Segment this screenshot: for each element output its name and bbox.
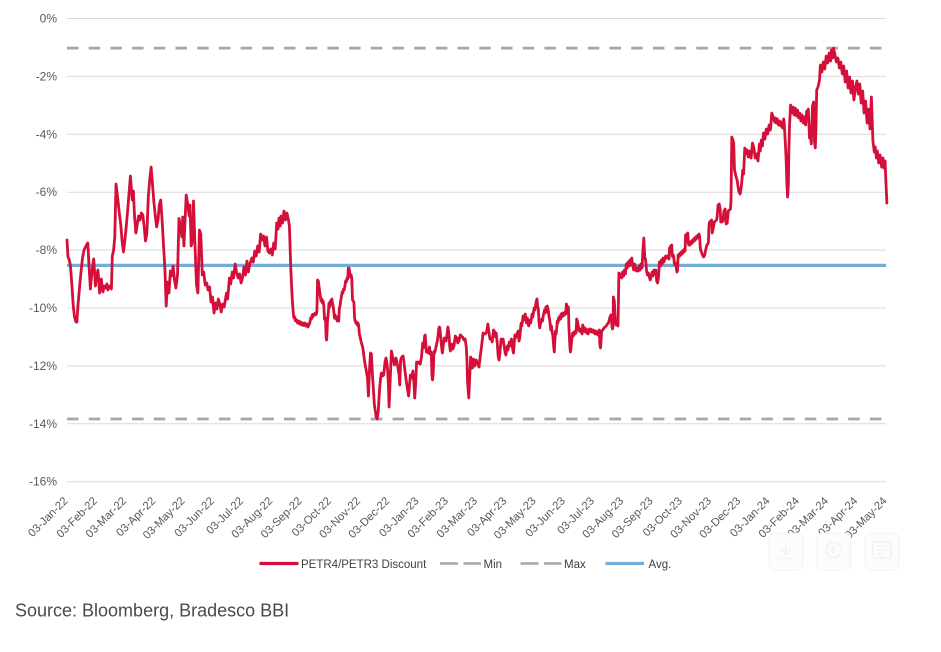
svg-text:-16%: -16% bbox=[29, 475, 57, 489]
svg-text:0%: 0% bbox=[40, 12, 58, 26]
svg-text:Max: Max bbox=[564, 559, 586, 571]
svg-text:-12%: -12% bbox=[29, 359, 57, 373]
svg-text:Source: Bloomberg, Bradesco BB: Source: Bloomberg, Bradesco BBI bbox=[15, 601, 289, 621]
svg-text:PETR4/PETR3 Discount: PETR4/PETR3 Discount bbox=[301, 559, 427, 571]
svg-text:-2%: -2% bbox=[36, 69, 58, 83]
svg-text:-8%: -8% bbox=[36, 243, 58, 257]
svg-text:Min: Min bbox=[484, 559, 503, 571]
svg-text:-10%: -10% bbox=[29, 301, 57, 315]
svg-text:-4%: -4% bbox=[36, 127, 58, 141]
svg-text:Avg.: Avg. bbox=[649, 559, 672, 571]
svg-text:-6%: -6% bbox=[36, 185, 58, 199]
svg-text:-14%: -14% bbox=[29, 417, 57, 431]
